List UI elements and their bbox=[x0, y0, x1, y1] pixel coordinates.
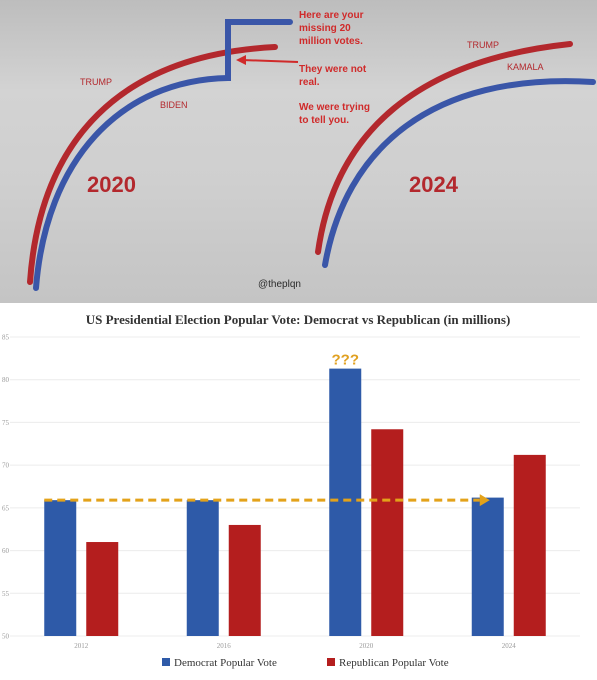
democrat-bar-2016 bbox=[186, 500, 219, 636]
y-tick-label: 65 bbox=[2, 504, 10, 512]
x-tick-label: 2024 bbox=[502, 642, 517, 650]
y-tick-label: 60 bbox=[2, 547, 10, 555]
y-tick-label: 70 bbox=[2, 462, 10, 470]
year-2020-label: 2020 bbox=[87, 172, 136, 197]
x-tick-label: 2012 bbox=[74, 642, 89, 650]
annotation-line-3: million votes. bbox=[299, 36, 363, 47]
arrowhead-icon bbox=[236, 55, 246, 65]
bars: ??? bbox=[44, 352, 546, 636]
legend-swatch bbox=[327, 658, 335, 666]
x-axis-ticks: 2012 2016 2020 2024 bbox=[74, 642, 516, 650]
claim-line-1: They were not bbox=[299, 64, 367, 75]
republican-bar-2024 bbox=[513, 454, 546, 636]
annotation-arrow bbox=[241, 59, 299, 63]
y-axis-ticks: 50 55 60 65 70 75 80 85 bbox=[2, 334, 10, 641]
democrat-bar-2012 bbox=[44, 500, 77, 636]
y-tick-label: 50 bbox=[2, 633, 10, 641]
democrat-bar-2024 bbox=[471, 497, 504, 636]
republican-bar-2020 bbox=[371, 429, 404, 636]
bar-chart-panel: US Presidential Election Popular Vote: D… bbox=[0, 303, 597, 680]
claim-line-2: real. bbox=[299, 77, 320, 88]
y-tick-label: 55 bbox=[2, 590, 10, 598]
annotation-line-1: Here are your bbox=[299, 10, 364, 21]
biden-2020-label: BIDEN bbox=[160, 100, 188, 110]
x-tick-label: 2020 bbox=[359, 642, 374, 650]
annotation-line-2: missing 20 bbox=[299, 23, 351, 34]
trend-line bbox=[44, 494, 490, 507]
y-tick-label: 80 bbox=[2, 376, 10, 384]
question-marks-annotation: ??? bbox=[332, 352, 360, 369]
biden-2020-curve bbox=[33, 19, 293, 291]
kamala-2024-label: KAMALA bbox=[507, 62, 544, 72]
democrat-bar-2020 bbox=[329, 368, 362, 636]
claim2-line-1: We were trying bbox=[299, 102, 370, 113]
y-tick-label: 85 bbox=[2, 334, 10, 342]
year-2024-label: 2024 bbox=[409, 172, 459, 197]
legend: Democrat Popular Vote Republican Popular … bbox=[162, 657, 449, 669]
republican-bar-2016 bbox=[228, 524, 261, 636]
y-tick-label: 75 bbox=[2, 419, 10, 427]
legend-label: Republican Popular Vote bbox=[339, 657, 449, 669]
kamala-2024-curve bbox=[322, 78, 596, 268]
trend-arrowhead-icon bbox=[479, 494, 490, 507]
x-tick-label: 2016 bbox=[217, 642, 232, 650]
republican-bar-2012 bbox=[86, 542, 119, 636]
trump-2024-label: TRUMP bbox=[467, 40, 499, 50]
claim2-line-2: to tell you. bbox=[299, 115, 349, 126]
bar-chart: US Presidential Election Popular Vote: D… bbox=[2, 312, 580, 669]
trump-2020-curve bbox=[27, 44, 278, 285]
curves-svg: TRUMP BIDEN TRUMP KAMALA Here are your m… bbox=[27, 10, 596, 291]
trump-2024-curve bbox=[315, 41, 573, 255]
legend-label: Democrat Popular Vote bbox=[174, 657, 277, 669]
trump-2020-label: TRUMP bbox=[80, 77, 112, 87]
legend-swatch bbox=[162, 658, 170, 666]
handle-watermark: @theplqn bbox=[258, 279, 301, 290]
curves-meme-panel: TRUMP BIDEN TRUMP KAMALA Here are your m… bbox=[0, 0, 597, 303]
chart-title: US Presidential Election Popular Vote: D… bbox=[86, 312, 511, 327]
